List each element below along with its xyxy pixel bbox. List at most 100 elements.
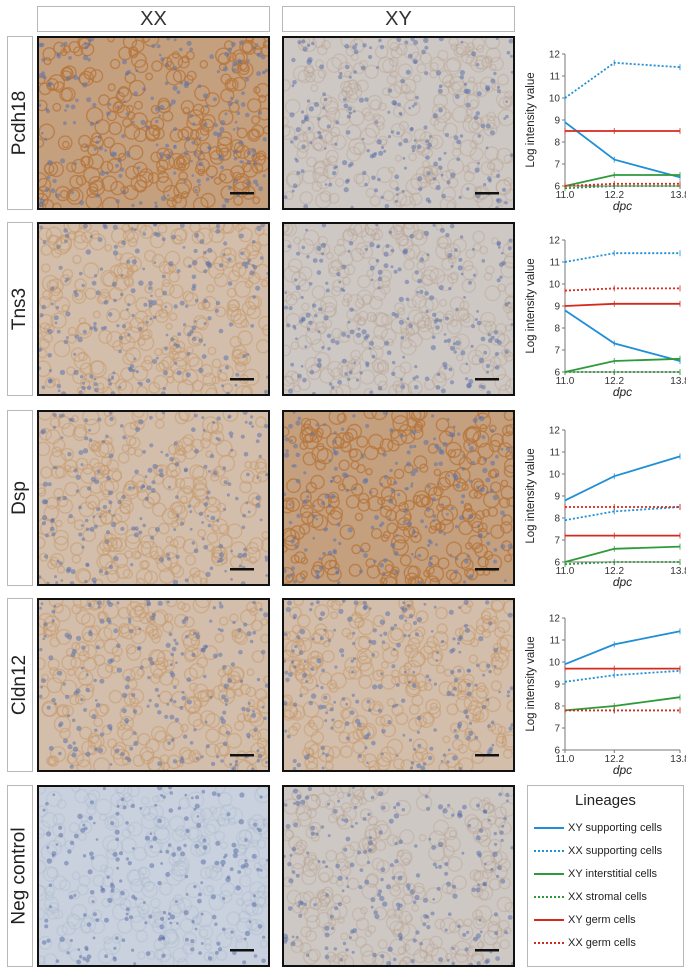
chart-graphic (121, 240, 126, 246)
chart-graphic (109, 412, 113, 415)
chart-graphic (94, 747, 98, 752)
chart-graphic (459, 134, 464, 138)
chart-graphic (311, 391, 316, 394)
chart-graphic (490, 600, 506, 612)
chart-graphic (461, 483, 469, 491)
chart-graphic (252, 710, 255, 713)
chart-graphic (221, 896, 226, 901)
chart-graphic (61, 391, 67, 394)
chart-graphic (169, 103, 173, 107)
chart-graphic (330, 385, 335, 390)
chart-graphic (475, 933, 481, 939)
chart-graphic (455, 483, 461, 489)
chart-graphic (400, 759, 414, 770)
chart-graphic (413, 555, 417, 559)
chart-graphic (486, 541, 491, 546)
chart-graphic (459, 235, 464, 239)
y-tick-label: 12 (549, 426, 561, 437)
chart-graphic (483, 802, 494, 814)
chart-graphic (116, 262, 134, 279)
chart-graphic (483, 860, 497, 874)
chart-graphic (290, 362, 295, 367)
chart-graphic (373, 559, 377, 563)
chart-graphic (357, 327, 361, 331)
chart-graphic (387, 110, 391, 114)
chart-graphic (71, 718, 76, 723)
chart-graphic (173, 860, 190, 877)
chart-graphic (348, 111, 352, 115)
chart-graphic (295, 839, 308, 852)
chart-graphic (107, 378, 112, 382)
chart-graphic (139, 746, 155, 762)
chart-graphic (336, 412, 348, 424)
chart-graphic (228, 431, 234, 437)
chart-graphic (222, 927, 226, 932)
chart-graphic (424, 525, 428, 529)
y-tick-label: 9 (554, 116, 560, 127)
chart-graphic (299, 942, 312, 955)
chart-graphic (476, 961, 481, 965)
chart-graphic (161, 274, 166, 279)
chart-graphic (451, 813, 455, 817)
chart-graphic (116, 804, 120, 808)
chart-graphic (143, 880, 155, 892)
chart-graphic (235, 935, 243, 943)
chart-graphic (128, 688, 145, 705)
chart-graphic (361, 950, 377, 965)
chart-graphic (452, 686, 457, 691)
chart-graphic (303, 660, 307, 663)
chart-graphic (126, 645, 142, 661)
chart-graphic (294, 278, 298, 282)
chart-graphic (334, 906, 339, 911)
chart-graphic (145, 125, 150, 130)
chart-graphic (360, 65, 366, 71)
chart-graphic (485, 265, 495, 275)
chart-graphic (417, 278, 422, 284)
chart-graphic (284, 568, 287, 574)
chart-graphic (69, 694, 80, 706)
chart-graphic (376, 359, 390, 373)
chart-graphic (399, 321, 413, 335)
chart-graphic (260, 618, 268, 626)
chart-graphic (284, 828, 294, 842)
chart-graphic (195, 844, 207, 856)
chart-graphic (389, 41, 400, 52)
chart-graphic (96, 293, 108, 305)
chart-graphic (426, 507, 431, 512)
chart-graphic (448, 830, 457, 838)
chart-graphic (338, 608, 344, 614)
chart-graphic (91, 854, 109, 872)
chart-graphic (416, 616, 423, 623)
chart-graphic (145, 951, 151, 956)
chart-graphic (381, 642, 391, 651)
chart-graphic (230, 378, 254, 381)
chart-graphic (48, 883, 53, 887)
chart-graphic (158, 882, 173, 896)
chart-graphic (116, 601, 120, 605)
chart-graphic (73, 468, 78, 473)
chart-graphic (227, 47, 233, 52)
chart-graphic (166, 553, 170, 557)
chart-graphic (68, 417, 72, 422)
micrograph-pcdh18-xx (37, 36, 270, 210)
chart-graphic (198, 338, 203, 343)
chart-graphic (338, 459, 350, 471)
chart-graphic (189, 527, 193, 531)
chart-graphic (166, 600, 170, 604)
chart-graphic (114, 748, 120, 754)
chart-graphic (72, 254, 82, 265)
chart-graphic (152, 463, 158, 470)
chart-graphic (384, 203, 390, 208)
chart-graphic (75, 688, 81, 694)
chart-graphic (429, 935, 443, 950)
chart-graphic (380, 195, 384, 200)
chart-graphic (161, 237, 166, 242)
chart-graphic (189, 510, 193, 514)
chart-graphic (39, 536, 46, 549)
chart-graphic (185, 352, 200, 368)
chart-graphic (145, 72, 154, 81)
chart-graphic (368, 836, 372, 840)
chart-graphic (438, 318, 443, 323)
chart-graphic (68, 40, 81, 54)
chart-graphic (335, 120, 340, 125)
